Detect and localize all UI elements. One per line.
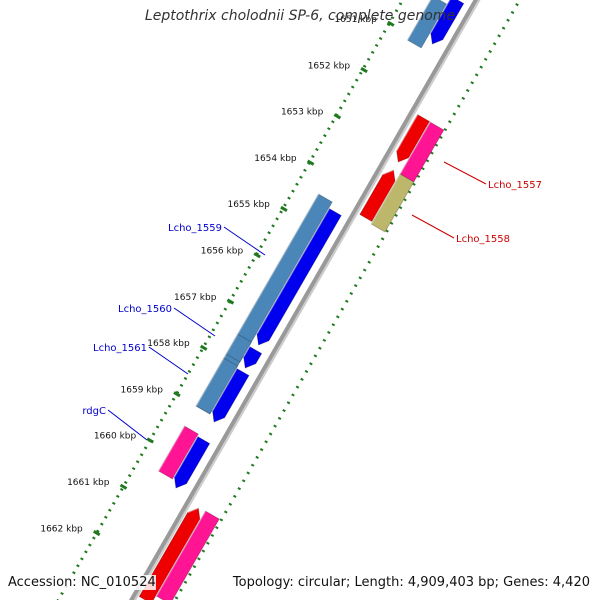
scale-tick <box>333 113 342 120</box>
gene-label-callout <box>107 409 148 441</box>
reverse-gene-feature-lcho1558 <box>359 169 396 223</box>
reverse-cds-feature-bottom-highlight <box>155 510 207 597</box>
scale-tick <box>306 159 315 166</box>
scale-tick-label: 1653 kbp <box>281 108 324 118</box>
gene-label-callout <box>411 214 455 239</box>
gene-label-callout <box>173 307 216 337</box>
scale-tick-label: 1656 kbp <box>201 247 244 257</box>
gene-label-rdgc: rdgC <box>82 406 106 417</box>
gene-label-lcho_1561: Lcho_1561 <box>93 343 147 354</box>
gene-label-lcho_1560: Lcho_1560 <box>118 304 172 315</box>
gene-label-callout <box>443 161 487 185</box>
forward-gene-feature-lcho1560 <box>243 345 263 369</box>
scale-tick-label: 1661 kbp <box>67 478 110 488</box>
gene-label-lcho_1557: Lcho_1557 <box>488 180 542 191</box>
scale-tick-label: 1657 kbp <box>174 293 217 303</box>
tick-ring-outer <box>173 0 522 600</box>
scale-tick-label: 1662 kbp <box>40 524 83 534</box>
scale-tick <box>199 344 208 351</box>
gene-label-callout <box>223 226 266 256</box>
rdgc-gene-feature-highlight <box>173 436 199 478</box>
reverse-other-feature-lcho1558 <box>370 173 415 233</box>
backbone-line <box>128 0 479 600</box>
gene-label-callout <box>148 346 189 375</box>
forward-gene-feature-lcho1561 <box>212 367 250 423</box>
scale-tick-label: 1655 kbp <box>227 200 270 210</box>
scale-tick <box>146 437 154 444</box>
forward-gene-feature-lcho1561-highlight <box>211 368 238 412</box>
forward-gene-feature-lcho1559-highlight <box>256 208 330 335</box>
scale-tick <box>387 20 395 27</box>
forward-cds-feature-top <box>406 0 448 49</box>
scale-tick <box>360 67 368 74</box>
reverse-gene-feature-lcho1558-highlight <box>382 169 394 175</box>
gene-label-lcho_1558: Lcho_1558 <box>456 234 510 245</box>
scale-tick-label: 1658 kbp <box>147 339 190 349</box>
forward-cds-feature-lcho1561 <box>195 357 239 415</box>
scale-tick <box>119 483 128 490</box>
gene-label-lcho_1559: Lcho_1559 <box>168 223 222 234</box>
scale-tick-label: 1651 kbp <box>334 15 377 25</box>
scale-tick <box>226 298 235 305</box>
forward-gene-feature-lcho1559 <box>256 207 342 346</box>
scale-tick-label: 1660 kbp <box>94 432 137 442</box>
forward-cds-feature-lcho1561-highlight <box>195 357 225 407</box>
scale-tick <box>173 391 181 398</box>
tick-ring-inner <box>56 0 405 600</box>
scale-tick-label: 1652 kbp <box>308 61 351 71</box>
scale-tick <box>93 530 101 537</box>
reverse-gene-feature-bottom-highlight <box>187 507 199 513</box>
scale-tick <box>280 205 288 212</box>
forward-gene-feature-lcho1560-highlight <box>242 346 251 358</box>
scale-tick <box>253 252 261 259</box>
rdgc-cds-feature-highlight <box>157 425 186 472</box>
reverse-other-feature-lcho1558-highlight <box>370 173 401 225</box>
scale-tick-label: 1654 kbp <box>254 154 297 164</box>
rdgc-cds-feature <box>157 425 199 480</box>
genome-summary-label: Topology: circular; Length: 4,909,403 bp… <box>232 575 590 590</box>
scale-tick-label: 1659 kbp <box>121 385 164 395</box>
reverse-cds-feature-bottom <box>155 510 220 600</box>
map-title: Leptothrix cholodnii SP-6, complete geno… <box>144 8 456 24</box>
reverse-cds-feature-lcho1557-highlight <box>399 121 431 175</box>
rdgc-gene-feature <box>173 435 211 489</box>
forward-cds-feature-lcho1560-highlight <box>225 333 239 355</box>
reverse-gene-feature-lcho1557-highlight <box>395 114 419 152</box>
forward-cds-feature-lcho1560 <box>225 333 253 363</box>
accession-label: Accession: NC_010524 <box>8 575 156 590</box>
reverse-gene-feature-lcho1557 <box>396 113 431 163</box>
forward-cds-feature-top-highlight <box>406 0 432 41</box>
forward-gene-feature-top-highlight <box>430 0 451 34</box>
forward-gene-feature-top <box>430 0 465 45</box>
